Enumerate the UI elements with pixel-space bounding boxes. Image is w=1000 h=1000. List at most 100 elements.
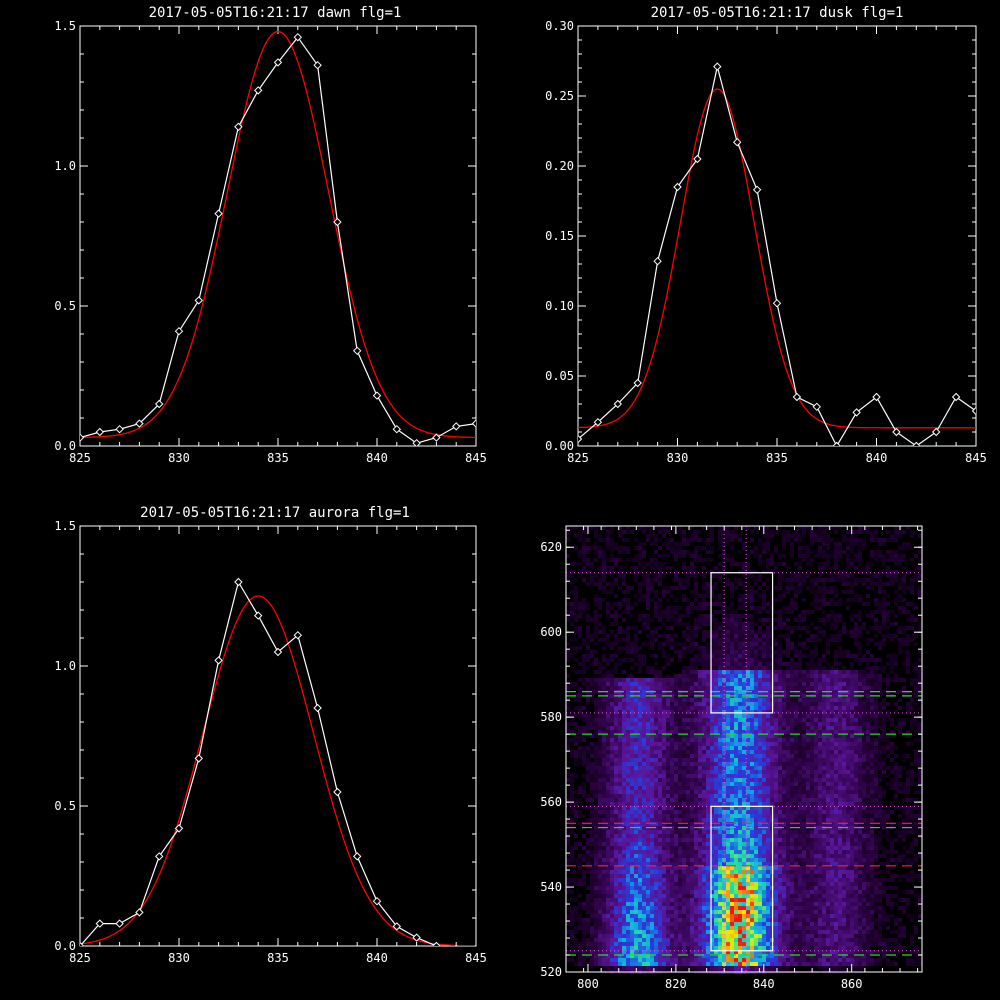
heatmap-cell	[738, 718, 742, 722]
heatmap-cell	[802, 746, 806, 750]
heatmap-cell	[746, 734, 750, 738]
heatmap-cell	[758, 710, 762, 714]
heatmap-cell	[746, 742, 750, 746]
heatmap-cell	[882, 542, 886, 546]
heatmap-cell	[658, 778, 662, 782]
heatmap-cell	[886, 626, 890, 630]
heatmap-cell	[666, 742, 670, 746]
heatmap-cell	[894, 534, 898, 538]
heatmap-cell	[886, 558, 890, 562]
heatmap-cell	[722, 774, 726, 778]
heatmap-cell	[822, 718, 826, 722]
heatmap-cell	[706, 738, 710, 742]
heatmap-cell	[650, 666, 654, 670]
heatmap-cell	[806, 786, 810, 790]
heatmap-cell	[654, 686, 658, 690]
heatmap-cell	[822, 582, 826, 586]
heatmap-cell	[782, 554, 786, 558]
heatmap-cell	[638, 646, 642, 650]
heatmap-cell	[666, 774, 670, 778]
heatmap-cell	[754, 758, 758, 762]
heatmap-cell	[678, 774, 682, 778]
heatmap-cell	[842, 774, 846, 778]
heatmap-cell	[610, 738, 614, 742]
heatmap-cell	[726, 802, 730, 806]
heatmap-cell	[782, 562, 786, 566]
heatmap-cell	[642, 550, 646, 554]
heatmap-cell	[818, 598, 822, 602]
heatmap-cell	[766, 610, 770, 614]
heatmap-cell	[698, 686, 702, 690]
heatmap-cell	[910, 614, 914, 618]
heatmap-cell	[590, 726, 594, 730]
heatmap-cell	[730, 614, 734, 618]
heatmap-cell	[734, 754, 738, 758]
heatmap-cell	[674, 742, 678, 746]
heatmap-cell	[894, 662, 898, 666]
heatmap-cell	[638, 710, 642, 714]
heatmap-cell	[582, 730, 586, 734]
heatmap-cell	[610, 758, 614, 762]
heatmap-cell	[870, 710, 874, 714]
heatmap-cell	[766, 658, 770, 662]
heatmap-cell	[766, 570, 770, 574]
heatmap-cell	[698, 730, 702, 734]
heatmap-cell	[646, 618, 650, 622]
heatmap-cell	[706, 766, 710, 770]
heatmap-cell	[622, 574, 626, 578]
heatmap-cell	[822, 666, 826, 670]
heatmap-cell	[710, 730, 714, 734]
heatmap-cell	[834, 622, 838, 626]
heatmap-cell	[886, 594, 890, 598]
heatmap-cell	[846, 698, 850, 702]
heatmap-cell	[610, 606, 614, 610]
heatmap-cell	[630, 730, 634, 734]
heatmap-cell	[814, 678, 818, 682]
heatmap-cell	[810, 730, 814, 734]
heatmap-cell	[778, 730, 782, 734]
heatmap-cell	[878, 722, 882, 726]
heatmap-cell	[830, 666, 834, 670]
heatmap-cell	[894, 634, 898, 638]
heatmap-cell	[742, 666, 746, 670]
heatmap-cell	[630, 806, 634, 810]
heatmap-cell	[738, 738, 742, 742]
heatmap-cell	[718, 654, 722, 658]
heatmap-cell	[818, 578, 822, 582]
heatmap-cell	[914, 754, 918, 758]
heatmap-cell	[698, 762, 702, 766]
heatmap-cell	[730, 674, 734, 678]
heatmap-cell	[598, 534, 602, 538]
heatmap-cell	[786, 674, 790, 678]
heatmap-cell	[690, 786, 694, 790]
heatmap-cell	[802, 534, 806, 538]
heatmap-cell	[710, 794, 714, 798]
heatmap-cell	[814, 782, 818, 786]
heatmap-cell	[778, 610, 782, 614]
heatmap-cell	[598, 714, 602, 718]
heatmap-cell	[918, 758, 922, 762]
heatmap-cell	[626, 790, 630, 794]
heatmap-cell	[682, 642, 686, 646]
heatmap-cell	[710, 570, 714, 574]
heatmap-cell	[726, 746, 730, 750]
heatmap-cell	[614, 722, 618, 726]
heatmap-cell	[798, 670, 802, 674]
heatmap-cell	[662, 586, 666, 590]
heatmap-cell	[742, 566, 746, 570]
y-tick-label: 1.0	[54, 159, 76, 173]
heatmap-cell	[674, 578, 678, 582]
heatmap-cell	[834, 726, 838, 730]
heatmap-cell	[874, 626, 878, 630]
heatmap-cell	[690, 774, 694, 778]
heatmap-cell	[826, 590, 830, 594]
heatmap-cell	[814, 598, 818, 602]
data-point-diamond	[115, 424, 124, 434]
heatmap-cell	[766, 702, 770, 706]
heatmap-cell	[766, 726, 770, 730]
heatmap-cell	[762, 534, 766, 538]
heatmap-cell	[782, 574, 786, 578]
heatmap-cell	[674, 642, 678, 646]
heatmap-cell	[886, 610, 890, 614]
heatmap-cell	[602, 630, 606, 634]
